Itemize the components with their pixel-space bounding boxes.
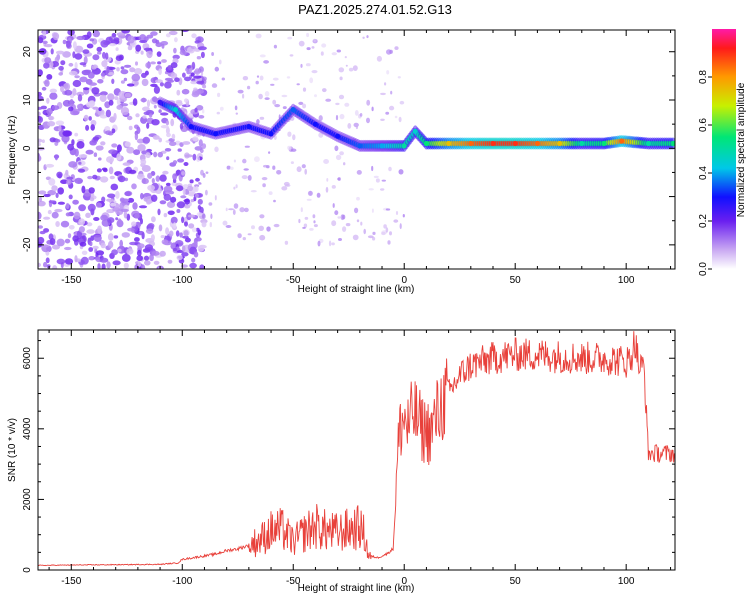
ridge-point-14 — [446, 141, 452, 146]
colorbar-tick-label: 0.4 — [698, 166, 709, 180]
snr-xtick-label: -50 — [286, 576, 301, 587]
ridge-point-16 — [490, 141, 496, 146]
spectrogram-xtick-label: -100 — [172, 275, 192, 286]
spectrogram-xtick-label: 50 — [510, 275, 522, 286]
ridge-point-10 — [379, 143, 385, 149]
ridge-point-5 — [268, 131, 274, 137]
snr-ytick-label: 4000 — [22, 417, 33, 440]
ridge-point-12 — [412, 128, 418, 134]
ridge-point-2 — [188, 124, 194, 130]
spectrogram-frame — [37, 29, 676, 270]
spectrogram-xtick-label: -150 — [61, 275, 81, 286]
ridge-point-23 — [645, 141, 651, 146]
ridge-point-20 — [579, 141, 585, 146]
spectrogram-ylabel: Frequency (Hz) — [7, 116, 18, 185]
spectrogram-ytick-label: -10 — [22, 189, 33, 204]
ridge-point-3 — [213, 131, 219, 137]
colorbar-axes: 0.0 0.2 0.4 0.6 0.8 — [698, 70, 712, 276]
ridge-point-18 — [534, 141, 540, 146]
snr-ytick-label: 2000 — [22, 488, 33, 511]
ridge-point-4 — [246, 124, 252, 130]
snr-frame — [37, 329, 676, 571]
colorbar-tick-label: 0.6 — [698, 118, 709, 132]
spectrogram-ytick-label: 20 — [22, 46, 33, 58]
ridge-point-15 — [468, 141, 474, 146]
ridge-point-19 — [557, 141, 563, 146]
ridge-point-21 — [601, 141, 607, 146]
spectrogram-ytick-label: 0 — [22, 145, 33, 151]
snr-ylabel: SNR (10 * v/v) — [7, 418, 18, 482]
ridge-point-22 — [619, 138, 625, 144]
spectrogram-area — [38, 30, 675, 269]
ridge-point-6 — [290, 107, 296, 113]
spectrogram-xlabel: Height of straight line (km) — [298, 284, 415, 295]
ridge-point-24 — [672, 141, 675, 146]
snr-series-line — [38, 331, 675, 567]
colorbar-tick-label: 0.8 — [698, 70, 709, 84]
ridge-point-13 — [423, 141, 429, 146]
spectrogram-xtick-label: -50 — [286, 275, 301, 286]
ridge-point-8 — [335, 133, 341, 139]
snr-axes: -150 -100 -50 0 50 100 0 2000 4000 6000 — [22, 330, 675, 587]
colorbar — [712, 29, 736, 269]
snr-xtick-label: -100 — [172, 576, 192, 587]
snr-xtick-label: 100 — [618, 576, 635, 587]
snr-ytick-label: 0 — [22, 567, 33, 573]
spectrogram-ytick-label: -20 — [22, 237, 33, 252]
snr-xlabel: Height of straight line (km) — [298, 583, 415, 594]
figure-title: PAZ1.2025.274.01.52.G13 — [298, 2, 452, 17]
colorbar-tick-label: 0.0 — [698, 262, 709, 276]
snr-xtick-label: 0 — [401, 576, 407, 587]
spectrogram-ytick-label: 10 — [22, 94, 33, 106]
ridge-point-0 — [157, 99, 163, 105]
spectrogram-noise — [38, 30, 405, 269]
spectrogram-xtick-label: 100 — [618, 275, 635, 286]
ridge-point-11 — [401, 143, 407, 149]
ridge-point-17 — [512, 141, 518, 146]
snr-area — [38, 331, 675, 567]
ridge-point-1 — [173, 107, 179, 113]
snr-xtick-label: 50 — [510, 576, 522, 587]
colorbar-label: Normalized spectral amplitude — [736, 82, 747, 217]
colorbar-tick-label: 0.2 — [698, 214, 709, 228]
snr-ytick-label: 6000 — [22, 347, 33, 370]
spectrogram-xtick-label: 0 — [401, 275, 407, 286]
snr-xtick-label: -150 — [61, 576, 81, 587]
ridge-point-9 — [357, 143, 363, 149]
spectrogram-ridge — [157, 96, 675, 152]
ridge-point-7 — [312, 121, 318, 127]
